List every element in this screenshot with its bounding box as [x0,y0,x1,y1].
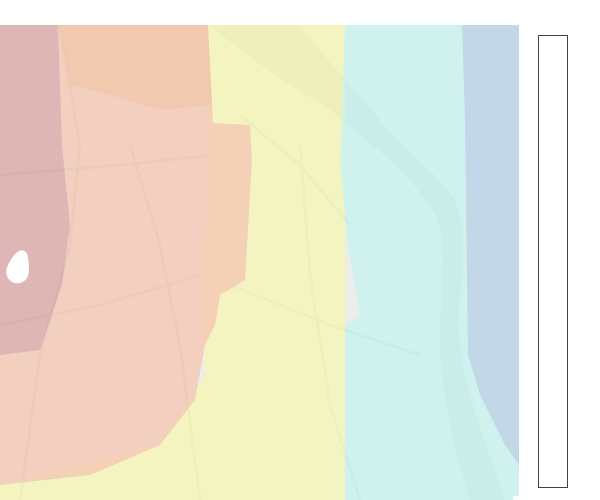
region-west-northwest [58,25,212,110]
region-far-east [462,25,519,465]
chart-title [0,0,600,24]
map-layers [0,25,519,500]
map-area[interactable] [0,25,519,500]
white-lagoon [6,250,30,284]
region-southwest [0,25,252,485]
region-center [0,25,345,500]
region-east [340,25,519,500]
map-attribution [513,496,519,500]
colorbar-bins [539,36,567,487]
colorbar [538,35,568,488]
